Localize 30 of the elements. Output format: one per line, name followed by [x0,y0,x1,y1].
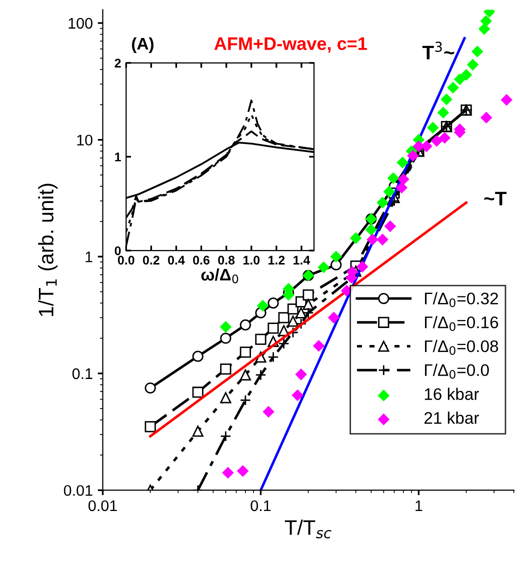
legend-label: Γ/Δ$_{0}$=0.32 [425,292,498,308]
x-tick-label: 1.2 [268,256,285,264]
x-axis-title: ω/Δ$_{0}$ [201,268,238,284]
legend-label: 16 kbar [424,388,479,400]
annotation: T$^{3}$~ [422,42,454,60]
x-tick-label: 0.2 [142,256,160,265]
y-tick-label: 0 [114,246,121,256]
legend-label: Γ/Δ$_{0}$=0.0 [425,364,489,379]
x-tick-label: 1.0 [243,256,260,265]
annotation: AFM+D-wave, c=1 [214,37,367,53]
y-axis-title: 1/T$_{1}$ (arb. unit) [38,184,58,316]
x-axis-title: T/T$_{sc}$ [284,520,332,538]
y-tick-label: 0.1 [72,368,92,380]
x-tick-label: 1.4 [294,256,310,264]
x-tick-label: 0.0 [118,256,134,265]
x-tick-label: 1 [416,500,422,511]
y-tick-label: 2 [114,58,121,68]
y-tick-label: 100 [68,18,92,29]
x-tick-label: 0.8 [218,256,235,265]
y-tick-label: 1 [115,152,121,162]
y-tick-label: 0.01 [64,485,92,496]
legend-label: Γ/Δ$_{0}$=0.16 [425,316,498,332]
annotation: ~T [484,192,507,206]
annotation: (A) [132,37,154,53]
x-tick-label: 0.1 [250,500,271,512]
x-tick-label: 0.4 [168,256,185,265]
legend-label: Γ/Δ$_{0}$=0.08 [425,340,498,355]
x-tick-label: 0.6 [193,256,210,265]
legend-label: 21 kbar [424,412,479,424]
y-tick-label: 10 [77,134,92,146]
